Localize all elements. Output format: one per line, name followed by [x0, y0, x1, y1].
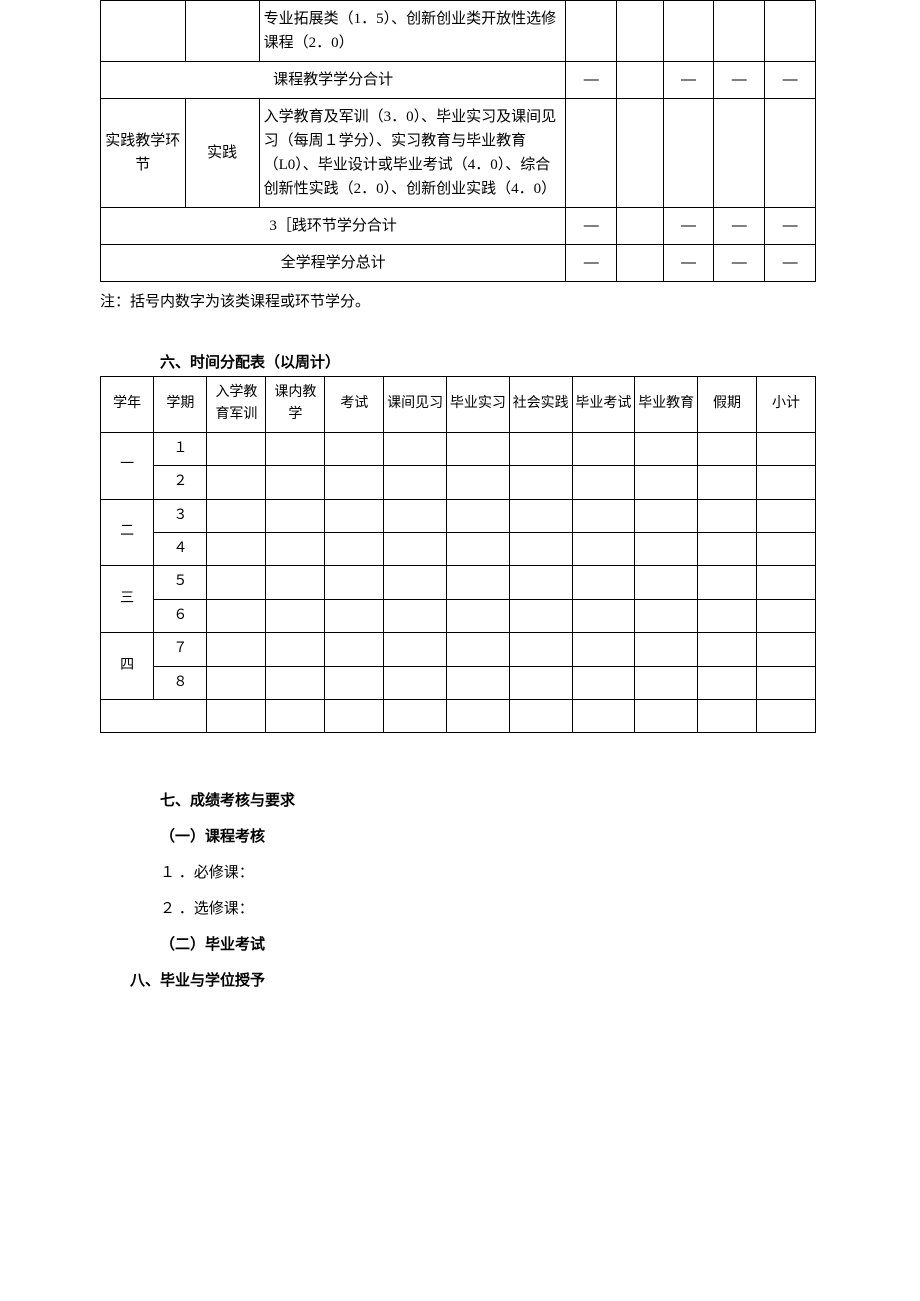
col-grad-exam: 毕业考试 — [572, 377, 635, 433]
col-exam: 考试 — [325, 377, 384, 433]
table-row: ４ — [101, 532, 816, 565]
table-row: 四 ７ — [101, 633, 816, 666]
table-row: ６ — [101, 599, 816, 632]
section-7-title: 七、成绩考核与要求 — [160, 783, 920, 819]
section-7-1a: １ ．必修课： — [160, 855, 920, 891]
section-7-1b: ２ ．选修课： — [160, 891, 920, 927]
col-military: 入学教育军训 — [207, 377, 266, 433]
time-allocation-table: 学年 学期 入学教育军训 课内教学 考试 课间见习 毕业实习 社会实践 毕业考试… — [100, 376, 816, 733]
col-semester: 学期 — [154, 377, 207, 433]
year-4: 四 — [101, 633, 154, 700]
year-2: 二 — [101, 499, 154, 566]
table-note: 注：括号内数字为该类课程或环节学分。 — [100, 290, 920, 311]
table-row: 一 １ — [101, 432, 816, 465]
section-6-title: 六、时间分配表（以周计） — [160, 351, 920, 372]
table-row: 实践教学环节 实践 入学教育及军训（3．0）、毕业实习及课间见习（每周１学分）、… — [101, 99, 816, 208]
table-row: ８ — [101, 666, 816, 699]
section-8-title: 八、毕业与学位授予 — [130, 963, 920, 999]
year-3: 三 — [101, 566, 154, 633]
course-subtotal-label: 课程教学学分合计 — [101, 62, 566, 99]
col-social: 社会实践 — [509, 377, 572, 433]
table-header-row: 学年 学期 入学教育军训 课内教学 考试 课间见习 毕业实习 社会实践 毕业考试… — [101, 377, 816, 433]
grand-total-label: 全学程学分总计 — [101, 245, 566, 282]
practice-type-label: 实践 — [185, 99, 259, 208]
table-row: 课程教学学分合计 — — — — — [101, 62, 816, 99]
table-row: 专业拓展类（1．5）、创新创业类开放性选修课程（2．0） — [101, 1, 816, 62]
col-year: 学年 — [101, 377, 154, 433]
col-teaching: 课内教学 — [266, 377, 325, 433]
practice-subtotal-label: 3［践环节学分合计 — [101, 208, 566, 245]
col-subtotal: 小计 — [756, 377, 815, 433]
table-row: 三 ５ — [101, 566, 816, 599]
table-row: 二 ３ — [101, 499, 816, 532]
section-7-1: （一）课程考核 — [160, 819, 920, 855]
table-row: 3［践环节学分合计 — — — — — [101, 208, 816, 245]
col-holiday: 假期 — [698, 377, 757, 433]
year-1: 一 — [101, 432, 154, 499]
table-row: 全学程学分总计 — — — — — [101, 245, 816, 282]
col-intern-mid: 课间见习 — [384, 377, 447, 433]
section-7-2: （二）毕业考试 — [160, 927, 920, 963]
practice-section-label: 实践教学环节 — [101, 99, 186, 208]
credit-table: 专业拓展类（1．5）、创新创业类开放性选修课程（2．0） 课程教学学分合计 — … — [100, 0, 816, 282]
elective-cell: 专业拓展类（1．5）、创新创业类开放性选修课程（2．0） — [259, 1, 566, 62]
col-grad-intern: 毕业实习 — [447, 377, 510, 433]
table-row: ２ — [101, 466, 816, 499]
table-row — [101, 699, 816, 732]
practice-content: 入学教育及军训（3．0）、毕业实习及课间见习（每周１学分）、实习教育与毕业教育（… — [259, 99, 566, 208]
col-grad-edu: 毕业教育 — [635, 377, 698, 433]
